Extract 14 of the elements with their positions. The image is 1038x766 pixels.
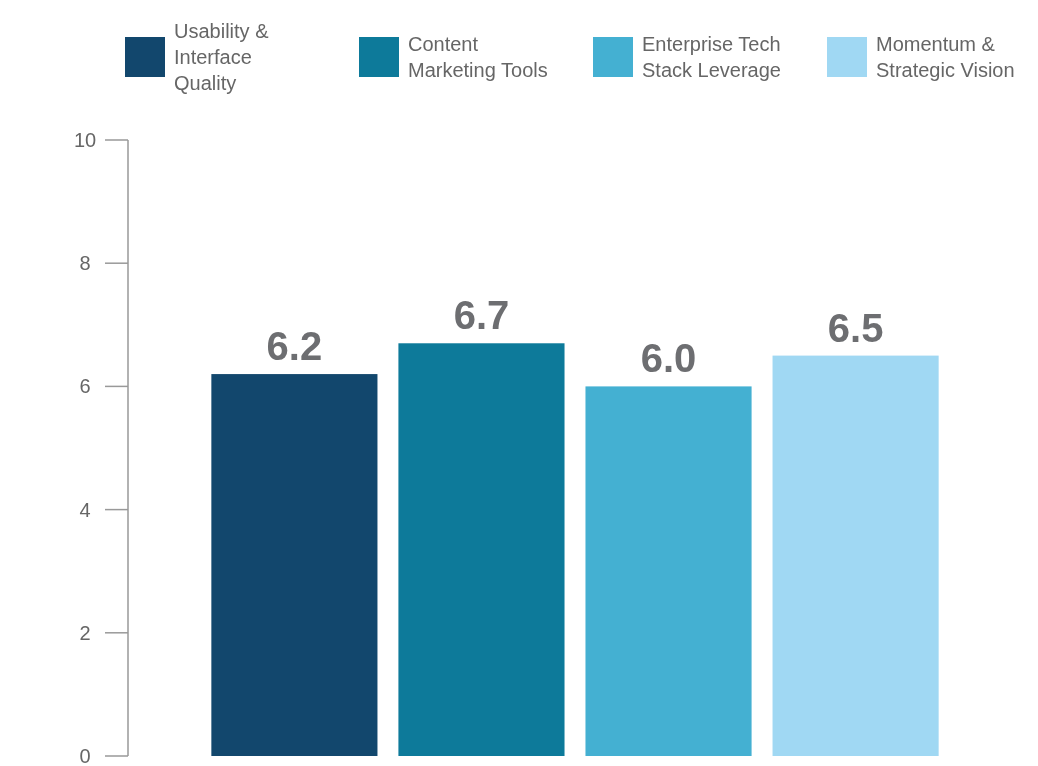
data-label: 6.5 [827, 305, 884, 350]
y-tick-label: 0 [79, 745, 91, 766]
data-label: 6.2 [266, 324, 323, 369]
legend-label: Enterprise Tech Stack Leverage [642, 33, 781, 81]
legend-label: Momentum & Strategic Vision [876, 33, 1015, 81]
y-tick-label: 2 [79, 621, 91, 644]
y-tick-label: 4 [79, 498, 91, 521]
data-label: 6.0 [640, 336, 697, 381]
data-label: 6.7 [453, 293, 510, 338]
y-tick-label: 6 [79, 375, 91, 398]
y-tick-label: 8 [79, 252, 91, 275]
legend-label: Content Marketing Tools [408, 33, 548, 81]
y-tick-label: 10 [73, 129, 97, 151]
legend-label: Usability & Interface Quality [174, 20, 270, 94]
